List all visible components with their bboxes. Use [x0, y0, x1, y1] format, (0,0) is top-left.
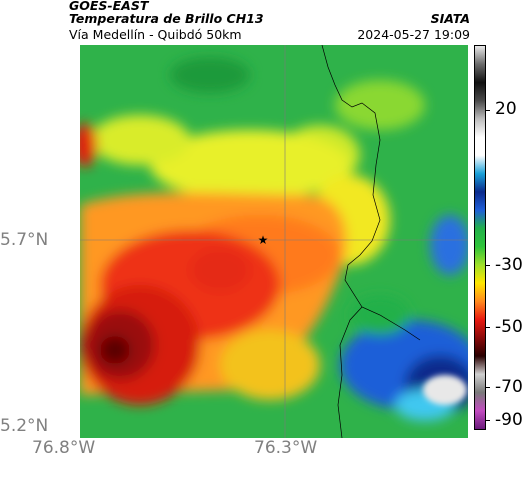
temperature-field — [80, 57, 468, 421]
colorbar-label: -30 — [495, 255, 523, 275]
colorbar — [474, 45, 486, 430]
colorbar-tick — [485, 110, 490, 111]
boundary-line — [321, 45, 421, 438]
region-subtitle: Vía Medellín - Quibdó 50km — [69, 27, 242, 42]
lon-label-76-8: 76.8°W — [32, 438, 96, 458]
colorbar-label: -70 — [495, 377, 523, 397]
colorbar-tick — [485, 265, 490, 266]
brightness-temperature-map[interactable]: ★ — [80, 45, 468, 438]
lat-label-5-7: 5.7°N — [0, 230, 49, 250]
colorbar-tick — [485, 387, 490, 388]
colorbar-label: -50 — [495, 317, 523, 337]
colorbar-tick — [485, 327, 490, 328]
map-svg: ★ — [80, 45, 468, 438]
cold-cloud-patch — [423, 375, 467, 405]
lon-label-76-3: 76.3°W — [254, 438, 318, 458]
star-icon: ★ — [258, 233, 269, 247]
lat-label-5-2: 5.2°N — [0, 416, 49, 436]
institution-label: SIATA — [430, 11, 470, 26]
satellite-title: GOES-EAST — [69, 0, 149, 13]
colorbar-label: 20 — [495, 99, 517, 119]
colorbar-tick — [485, 420, 490, 421]
datetime-label: 2024-05-27 19:09 — [357, 27, 470, 42]
product-title: Temperatura de Brillo CH13 — [69, 11, 264, 26]
colorbar-label: -90 — [495, 410, 523, 430]
